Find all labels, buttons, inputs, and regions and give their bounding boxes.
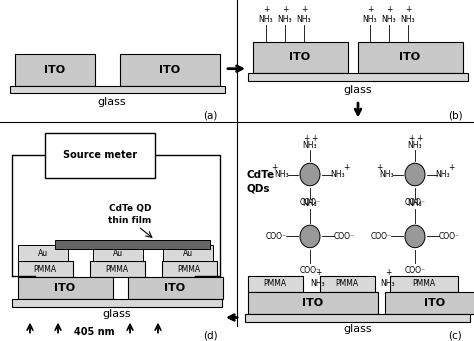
- Text: +: +: [343, 163, 349, 172]
- Text: NH₃: NH₃: [436, 170, 450, 179]
- Bar: [18, 246, 68, 261]
- Text: +: +: [311, 134, 317, 143]
- Bar: [15, 54, 95, 86]
- Bar: [10, 86, 225, 93]
- Text: COO⁻: COO⁻: [334, 232, 355, 241]
- Text: NH₃: NH₃: [363, 15, 377, 24]
- Text: NH₃: NH₃: [381, 279, 395, 288]
- Bar: [55, 240, 210, 249]
- Bar: [390, 276, 458, 292]
- Text: +: +: [405, 4, 411, 14]
- Text: Au: Au: [113, 249, 123, 258]
- Text: PMMA: PMMA: [34, 265, 56, 273]
- Text: ITO: ITO: [302, 298, 324, 308]
- Text: +: +: [385, 268, 391, 277]
- Text: ITO: ITO: [159, 65, 181, 75]
- Text: PMMA: PMMA: [264, 279, 287, 288]
- Text: NH₃: NH₃: [310, 279, 325, 288]
- Text: NH₃: NH₃: [331, 170, 346, 179]
- Text: Au: Au: [183, 249, 193, 258]
- Text: NH₃: NH₃: [297, 15, 311, 24]
- Text: ITO: ITO: [45, 65, 65, 75]
- Bar: [245, 314, 470, 322]
- Bar: [385, 292, 474, 314]
- Circle shape: [300, 163, 320, 186]
- Bar: [320, 276, 375, 292]
- Text: ITO: ITO: [164, 283, 185, 293]
- Text: +: +: [271, 163, 277, 172]
- Bar: [18, 261, 73, 277]
- Bar: [248, 73, 468, 81]
- Text: CdTe: CdTe: [247, 169, 275, 179]
- Text: COO⁻: COO⁻: [265, 232, 286, 241]
- Bar: [248, 292, 378, 314]
- Text: +: +: [282, 4, 288, 14]
- Text: +: +: [367, 4, 373, 14]
- Bar: [163, 246, 213, 261]
- Text: COO⁻: COO⁻: [404, 266, 426, 275]
- Bar: [18, 277, 113, 299]
- Text: PMMA: PMMA: [105, 265, 128, 273]
- Text: ITO: ITO: [400, 53, 420, 62]
- Circle shape: [300, 225, 320, 248]
- Text: NH₃: NH₃: [408, 199, 422, 208]
- Text: NH₃: NH₃: [382, 15, 396, 24]
- Text: 405 nm: 405 nm: [73, 327, 114, 337]
- Text: NH₃: NH₃: [259, 15, 273, 24]
- Text: Source meter: Source meter: [63, 150, 137, 160]
- Bar: [128, 277, 223, 299]
- Text: ITO: ITO: [55, 283, 75, 293]
- Bar: [162, 261, 217, 277]
- Text: +: +: [386, 4, 392, 14]
- Text: (b): (b): [447, 111, 462, 121]
- Text: glass: glass: [344, 324, 372, 334]
- Text: COO⁻: COO⁻: [371, 232, 392, 241]
- Text: PMMA: PMMA: [336, 279, 358, 288]
- Circle shape: [405, 225, 425, 248]
- Text: NH₃: NH₃: [408, 141, 422, 150]
- Text: NH₃: NH₃: [303, 199, 317, 208]
- Bar: [358, 42, 463, 73]
- Text: NH₃: NH₃: [303, 141, 317, 150]
- Text: glass: glass: [103, 309, 131, 319]
- Text: glass: glass: [344, 85, 372, 95]
- Text: COO⁻: COO⁻: [438, 232, 459, 241]
- Text: ITO: ITO: [424, 298, 446, 308]
- Text: +: +: [408, 134, 414, 143]
- Text: +: +: [416, 134, 422, 143]
- Bar: [12, 299, 222, 307]
- Text: +: +: [376, 163, 382, 172]
- Circle shape: [405, 163, 425, 186]
- Text: +: +: [303, 134, 309, 143]
- Text: Au: Au: [38, 249, 48, 258]
- Text: NH₃: NH₃: [278, 15, 292, 24]
- Text: QDs: QDs: [247, 183, 271, 193]
- Text: thin film: thin film: [109, 216, 152, 225]
- Text: NH₃: NH₃: [380, 170, 394, 179]
- Text: glass: glass: [98, 98, 126, 107]
- Bar: [93, 246, 143, 261]
- Text: CdTe QD: CdTe QD: [109, 204, 151, 213]
- Text: PMMA: PMMA: [177, 265, 201, 273]
- Text: (c): (c): [448, 330, 462, 341]
- Text: COO⁻: COO⁻: [300, 266, 320, 275]
- Text: (a): (a): [203, 111, 217, 121]
- Text: NH₃: NH₃: [275, 170, 289, 179]
- Text: NH₃: NH₃: [401, 15, 415, 24]
- Text: +: +: [315, 268, 321, 277]
- Text: COO⁻: COO⁻: [300, 198, 320, 207]
- Text: ITO: ITO: [290, 53, 310, 62]
- Text: (d): (d): [203, 330, 217, 341]
- Text: +: +: [448, 163, 454, 172]
- Text: +: +: [301, 4, 307, 14]
- Bar: [253, 42, 348, 73]
- Text: PMMA: PMMA: [412, 279, 436, 288]
- Text: COO⁻: COO⁻: [404, 198, 426, 207]
- Bar: [90, 261, 145, 277]
- Bar: [45, 133, 155, 178]
- Bar: [120, 54, 220, 86]
- Text: +: +: [263, 4, 269, 14]
- Bar: [248, 276, 303, 292]
